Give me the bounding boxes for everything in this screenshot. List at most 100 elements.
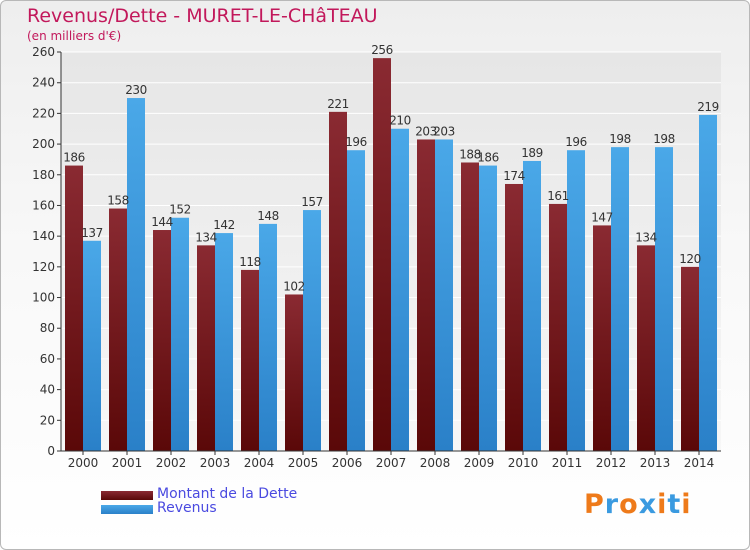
y-tick-label: 180 bbox=[32, 168, 55, 182]
data-label-revenus-2001: 230 bbox=[125, 83, 146, 97]
data-label-dette-2001: 158 bbox=[107, 194, 128, 208]
bar-dette-2000 bbox=[65, 165, 83, 452]
data-label-dette-2004: 118 bbox=[239, 255, 260, 269]
x-tick-label: 2009 bbox=[464, 456, 495, 470]
data-label-revenus-2000: 137 bbox=[81, 226, 102, 240]
axes: 0 20 40 60 80 100 120 140 160 180 200 220 240 260 2000… bbox=[32, 45, 721, 470]
bar-dette-2005 bbox=[285, 294, 303, 451]
data-label-dette-2007: 256 bbox=[371, 43, 392, 57]
bar-revenus-2003 bbox=[215, 233, 233, 451]
y-tick-label: 0 bbox=[47, 444, 55, 458]
bar-revenus-2000 bbox=[83, 240, 101, 451]
x-tick-label: 2006 bbox=[332, 456, 363, 470]
bar-revenus-2011 bbox=[567, 150, 585, 451]
y-tick-label: 80 bbox=[40, 321, 55, 335]
chart-title: Revenus/Dette - MURET-LE-CHâTEAU bbox=[27, 5, 378, 27]
data-label-revenus-2010: 189 bbox=[521, 146, 542, 160]
bar-revenus-2010 bbox=[523, 160, 541, 451]
legend-label-revenus: Revenus bbox=[157, 500, 217, 516]
y-tick-label: 160 bbox=[32, 198, 55, 212]
x-tick-label: 2007 bbox=[376, 456, 407, 470]
data-label-dette-2014: 120 bbox=[679, 252, 700, 266]
legend-label-dette: Montant de la Dette bbox=[157, 486, 298, 502]
x-tick-label: 2008 bbox=[420, 456, 451, 470]
logo-letter: r bbox=[604, 489, 620, 520]
y-tick-label: 120 bbox=[32, 260, 55, 274]
bar-dette-2011 bbox=[549, 203, 567, 451]
logo-letter: t bbox=[667, 489, 682, 520]
bar-revenus-2007 bbox=[391, 128, 409, 451]
logo-letter: i bbox=[657, 489, 668, 520]
bar-dette-2002 bbox=[153, 230, 171, 451]
logo-letter: o bbox=[619, 489, 639, 520]
data-label-revenus-2002: 152 bbox=[169, 203, 190, 217]
data-label-revenus-2003: 142 bbox=[213, 218, 234, 232]
x-tick-label: 2010 bbox=[508, 456, 539, 470]
bar-dette-2008 bbox=[417, 139, 435, 451]
legend-swatch-dette bbox=[101, 491, 153, 500]
y-tick-label: 20 bbox=[40, 413, 55, 427]
bar-dette-2001 bbox=[109, 208, 127, 451]
data-label-dette-2005: 102 bbox=[283, 279, 304, 293]
bar-dette-2014 bbox=[681, 266, 699, 451]
data-labels: 1861371582301441521341421181481021572211… bbox=[63, 43, 719, 293]
bar-revenus-2004 bbox=[259, 223, 277, 451]
chart-subtitle: (en milliers d'€) bbox=[27, 29, 122, 43]
data-label-dette-2011: 161 bbox=[547, 189, 568, 203]
data-label-dette-2008: 203 bbox=[415, 124, 436, 138]
y-tick-label: 200 bbox=[32, 137, 55, 151]
bar-dette-2003 bbox=[197, 245, 215, 451]
bar-dette-2010 bbox=[505, 183, 523, 451]
bar-dette-2012 bbox=[593, 225, 611, 451]
x-tick-label: 2013 bbox=[640, 456, 671, 470]
bars bbox=[65, 58, 717, 452]
x-tick-label: 2005 bbox=[288, 456, 319, 470]
data-label-revenus-2014: 219 bbox=[697, 100, 718, 114]
data-label-revenus-2007: 210 bbox=[389, 114, 410, 128]
legend-swatch-revenus bbox=[101, 505, 153, 514]
data-label-revenus-2009: 186 bbox=[477, 151, 498, 165]
bar-revenus-2008 bbox=[435, 139, 453, 451]
logo-letter: i bbox=[681, 489, 692, 520]
x-tick-label: 2011 bbox=[552, 456, 583, 470]
data-label-dette-2013: 134 bbox=[635, 230, 656, 244]
data-label-dette-2003: 134 bbox=[195, 230, 216, 244]
y-tick-label: 140 bbox=[32, 229, 55, 243]
data-label-dette-2000: 186 bbox=[63, 151, 84, 165]
y-tick-label: 40 bbox=[40, 383, 55, 397]
x-tick-label: 2012 bbox=[596, 456, 627, 470]
data-label-revenus-2013: 198 bbox=[653, 132, 674, 146]
x-tick-label: 2001 bbox=[112, 456, 143, 470]
y-tick-label: 240 bbox=[32, 76, 55, 90]
bar-dette-2004 bbox=[241, 269, 259, 451]
data-label-revenus-2008: 203 bbox=[433, 124, 454, 138]
data-label-revenus-2011: 196 bbox=[565, 135, 586, 149]
data-label-dette-2009: 188 bbox=[459, 147, 480, 161]
y-tick-label: 100 bbox=[32, 291, 55, 305]
y-tick-label: 60 bbox=[40, 352, 55, 366]
bar-revenus-2006 bbox=[347, 150, 365, 451]
data-label-dette-2006: 221 bbox=[327, 97, 348, 111]
bar-revenus-2012 bbox=[611, 147, 629, 451]
x-tick-label: 2004 bbox=[244, 456, 275, 470]
data-label-dette-2002: 144 bbox=[151, 215, 172, 229]
data-label-revenus-2012: 198 bbox=[609, 132, 630, 146]
data-label-dette-2010: 174 bbox=[503, 169, 524, 183]
bar-revenus-2013 bbox=[655, 147, 673, 451]
data-label-revenus-2005: 157 bbox=[301, 195, 322, 209]
bar-dette-2013 bbox=[637, 245, 655, 451]
y-tick-label: 260 bbox=[32, 45, 55, 59]
bar-revenus-2002 bbox=[171, 217, 189, 451]
data-label-dette-2012: 147 bbox=[591, 210, 612, 224]
x-tick-label: 2014 bbox=[684, 456, 715, 470]
bar-dette-2009 bbox=[461, 162, 479, 451]
bar-revenus-2014 bbox=[699, 114, 717, 452]
proxiti-logo: Proxiti bbox=[584, 489, 692, 520]
data-label-revenus-2004: 148 bbox=[257, 209, 278, 223]
bar-dette-2006 bbox=[329, 111, 347, 451]
bar-revenus-2001 bbox=[127, 98, 145, 452]
x-tick-label: 2000 bbox=[68, 456, 99, 470]
y-tick-label: 220 bbox=[32, 106, 55, 120]
